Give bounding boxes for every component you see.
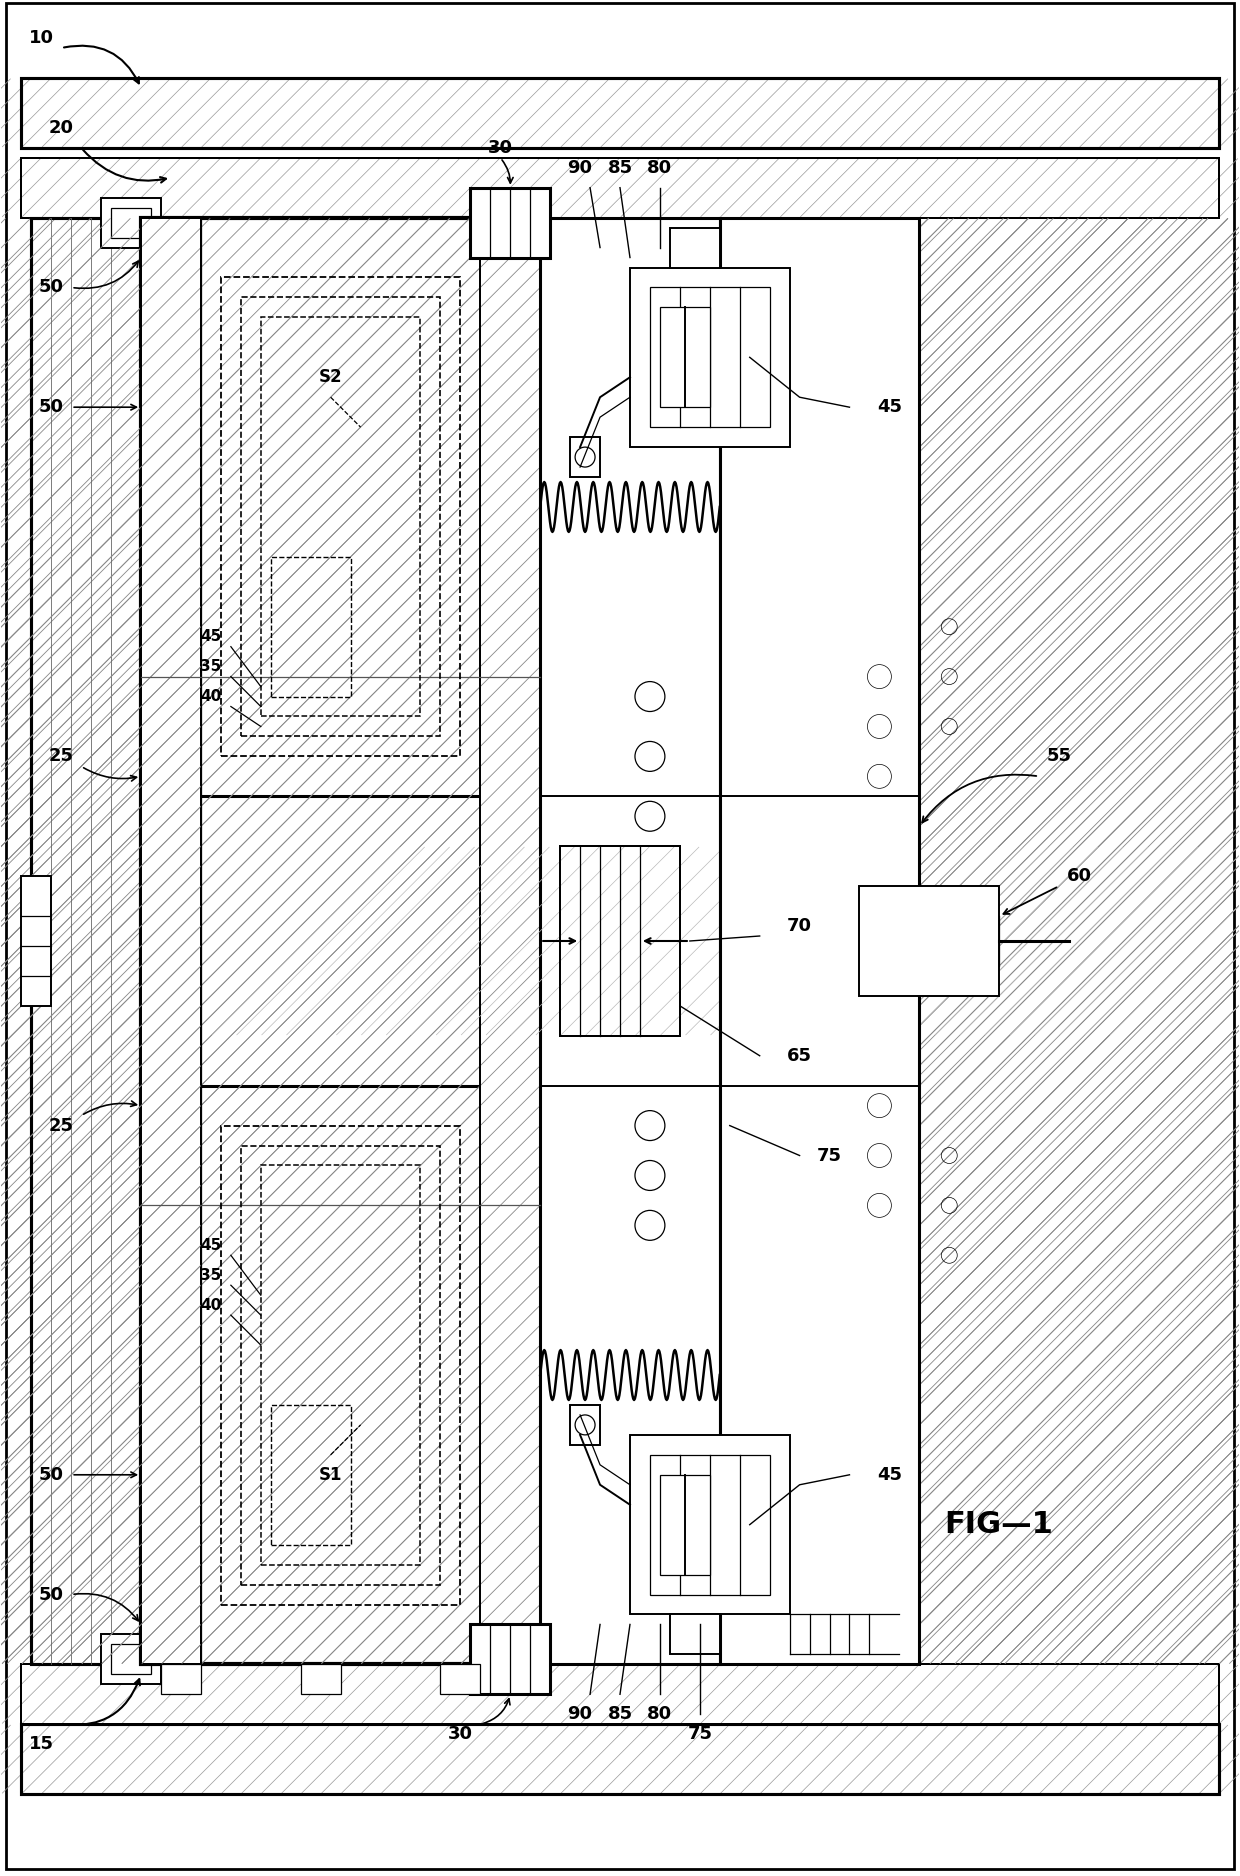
Text: 45: 45 [201, 1238, 222, 1253]
Text: 85: 85 [608, 159, 632, 176]
Bar [21, 158, 1219, 218]
Bar [650, 1456, 770, 1595]
Bar [21, 79, 1219, 148]
Bar [660, 1475, 709, 1574]
Bar [31, 218, 141, 1664]
Text: 85: 85 [608, 1705, 632, 1724]
Text: 90: 90 [568, 1705, 593, 1724]
Bar [260, 1165, 420, 1565]
Bar [541, 218, 719, 1664]
Bar [221, 278, 460, 756]
Bar [270, 1405, 351, 1544]
Text: 45: 45 [201, 628, 222, 643]
Text: 70: 70 [787, 917, 812, 934]
Bar [21, 79, 1219, 148]
Bar [112, 1645, 151, 1675]
Text: 40: 40 [201, 688, 222, 704]
Text: 45: 45 [877, 398, 901, 416]
Text: S2: S2 [319, 368, 342, 386]
Bar [102, 1634, 161, 1685]
Bar [480, 218, 541, 1664]
Text: 25: 25 [48, 747, 73, 765]
Bar [859, 885, 999, 996]
Text: 35: 35 [201, 1268, 222, 1283]
Bar [670, 227, 719, 268]
Text: 60: 60 [1066, 867, 1091, 885]
Bar [260, 317, 420, 717]
Bar [470, 188, 551, 257]
Text: FIG—1: FIG—1 [945, 1510, 1054, 1538]
Text: S1: S1 [319, 1465, 342, 1484]
Bar [480, 218, 541, 1664]
Bar [630, 268, 790, 446]
Text: 45: 45 [877, 1465, 901, 1484]
Bar [560, 846, 680, 1036]
Bar [141, 218, 201, 1664]
Bar [21, 1664, 1219, 1724]
Text: 65: 65 [787, 1047, 812, 1066]
Bar [301, 1664, 341, 1694]
Bar [670, 1615, 719, 1655]
Bar [660, 308, 709, 407]
Bar [112, 208, 151, 238]
Bar [31, 218, 141, 1664]
Text: 55: 55 [1047, 747, 1071, 765]
Bar [560, 846, 680, 1036]
Text: 75: 75 [687, 1726, 712, 1743]
Bar [21, 876, 51, 1006]
Bar [470, 1625, 551, 1694]
Text: 20: 20 [48, 118, 73, 137]
Bar [21, 1664, 1219, 1724]
Text: 10: 10 [29, 28, 53, 47]
Bar [570, 437, 600, 477]
Circle shape [575, 1415, 595, 1435]
Text: 90: 90 [568, 159, 593, 176]
Text: 75: 75 [817, 1146, 842, 1165]
Bar [141, 218, 541, 1664]
Bar [570, 1405, 600, 1445]
Text: 50: 50 [38, 1465, 63, 1484]
Text: 50: 50 [38, 1585, 63, 1604]
Bar [102, 197, 161, 248]
Text: 30: 30 [487, 139, 513, 158]
Text: 80: 80 [647, 159, 672, 176]
Bar [21, 158, 1219, 218]
Bar [719, 218, 919, 1664]
Bar [221, 1126, 460, 1604]
Circle shape [575, 446, 595, 467]
Text: 80: 80 [647, 1705, 672, 1724]
Text: 15: 15 [29, 1735, 53, 1754]
Text: 30: 30 [448, 1726, 472, 1743]
Bar [630, 1435, 790, 1615]
Bar [241, 298, 440, 737]
Bar [21, 1724, 1219, 1793]
Text: 25: 25 [48, 1116, 73, 1135]
Text: 50: 50 [38, 398, 63, 416]
Bar [440, 1664, 480, 1694]
Bar [241, 1146, 440, 1585]
Bar [141, 218, 201, 1664]
Text: 35: 35 [201, 658, 222, 673]
Bar [21, 1724, 1219, 1793]
Bar [161, 1664, 201, 1694]
Bar [270, 557, 351, 696]
Bar [650, 287, 770, 428]
Text: 50: 50 [38, 278, 63, 296]
Text: 40: 40 [201, 1298, 222, 1313]
